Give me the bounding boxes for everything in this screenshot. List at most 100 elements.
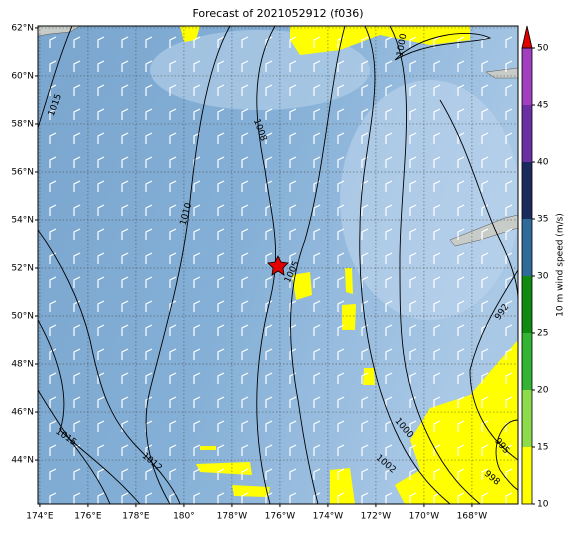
wind-barb — [409, 444, 417, 456]
wind-barb — [193, 36, 201, 48]
wind-barb — [385, 276, 393, 288]
wind-barb — [121, 60, 129, 72]
wind-barb — [217, 300, 225, 312]
wind-barb — [433, 180, 441, 192]
wind-barb — [289, 492, 297, 504]
wind-barb — [193, 420, 201, 432]
wind-barb — [385, 60, 393, 72]
light-region — [340, 80, 518, 320]
wind-barb — [49, 204, 57, 216]
wind-barb — [49, 300, 57, 312]
wind-barb — [73, 132, 81, 144]
wind-barb — [97, 420, 105, 432]
wind-barb — [457, 180, 465, 192]
wind-barb — [433, 84, 441, 96]
wind-barb — [337, 84, 345, 96]
wind-barb — [241, 180, 249, 192]
wind-barb — [289, 108, 297, 120]
wind-barb — [121, 228, 129, 240]
wind-barb — [73, 60, 81, 72]
wind-barb — [193, 348, 201, 360]
wind-barb — [313, 420, 321, 432]
wind-barb — [193, 324, 201, 336]
wind-barb — [313, 108, 321, 120]
wind-barb — [361, 36, 369, 48]
wind-barb — [73, 348, 81, 360]
wind-barb — [505, 444, 513, 456]
wind-barb — [385, 132, 393, 144]
wind-barb — [361, 444, 369, 456]
map-area — [38, 26, 518, 504]
wind-barb — [385, 84, 393, 96]
wind-barb — [97, 204, 105, 216]
wind-barb — [121, 396, 129, 408]
wind-barb — [457, 444, 465, 456]
y-tick-label: 46°N — [11, 408, 34, 418]
colorbar-segment — [522, 219, 532, 276]
wind-barb — [97, 108, 105, 120]
wind-barb — [145, 348, 153, 360]
wind-barb — [97, 60, 105, 72]
colorbar-tick-label: 25 — [537, 329, 548, 339]
x-tick-label: 174°W — [313, 512, 344, 522]
wind-barb — [505, 276, 513, 288]
colorbar-tick-label: 30 — [537, 272, 549, 282]
wind-barb — [73, 228, 81, 240]
wind-barb — [217, 276, 225, 288]
wind-barb — [169, 204, 177, 216]
wind-barb — [313, 228, 321, 240]
y-tick-label: 54°N — [11, 215, 34, 225]
wind-barb — [217, 372, 225, 384]
wind-barb — [409, 228, 417, 240]
wind-barb — [457, 348, 465, 360]
wind-barb — [145, 60, 153, 72]
wind-barb — [73, 492, 81, 504]
wind-barb — [73, 36, 81, 48]
wind-barb — [481, 348, 489, 360]
wind-barb — [457, 324, 465, 336]
wind-barb — [121, 276, 129, 288]
wind-barb — [217, 228, 225, 240]
wind-barb — [361, 60, 369, 72]
colorbar-segment — [522, 333, 532, 390]
wind-barb — [505, 84, 513, 96]
wind-barb — [121, 300, 129, 312]
wind-barb — [457, 108, 465, 120]
wind-barb — [505, 300, 513, 312]
wind-barb — [433, 324, 441, 336]
wind-barb — [337, 228, 345, 240]
wind-barb — [337, 492, 345, 504]
wind-barb — [97, 84, 105, 96]
wind-barb — [193, 84, 201, 96]
wind-barb — [241, 300, 249, 312]
wind-barb — [169, 60, 177, 72]
wind-barb — [361, 204, 369, 216]
high-wind-areas — [180, 26, 518, 504]
wind-barb — [409, 108, 417, 120]
wind-barb — [145, 372, 153, 384]
y-tick-label: 58°N — [11, 119, 34, 129]
wind-barb — [217, 348, 225, 360]
colorbar: 10 15 20 25 30 35 40 45 50 — [521, 25, 549, 510]
wind-barb — [241, 252, 249, 264]
wind-barb — [385, 372, 393, 384]
wind-barb — [265, 276, 273, 288]
x-tick-label: 172°W — [361, 512, 392, 522]
wind-barb — [193, 372, 201, 384]
wind-barb — [217, 420, 225, 432]
wind-barb — [409, 36, 417, 48]
wind-barb — [313, 132, 321, 144]
wind-barb — [265, 372, 273, 384]
wind-barb — [313, 300, 321, 312]
wind-barb — [409, 492, 417, 504]
wind-barb — [169, 396, 177, 408]
wind-barb — [289, 444, 297, 456]
y-tick-label: 44°N — [11, 456, 34, 466]
wind-barb — [505, 252, 513, 264]
wind-barb — [97, 252, 105, 264]
wind-barb — [457, 84, 465, 96]
wind-barb — [49, 468, 57, 480]
wind-barb — [169, 132, 177, 144]
wind-barb — [73, 468, 81, 480]
wind-barb — [361, 228, 369, 240]
